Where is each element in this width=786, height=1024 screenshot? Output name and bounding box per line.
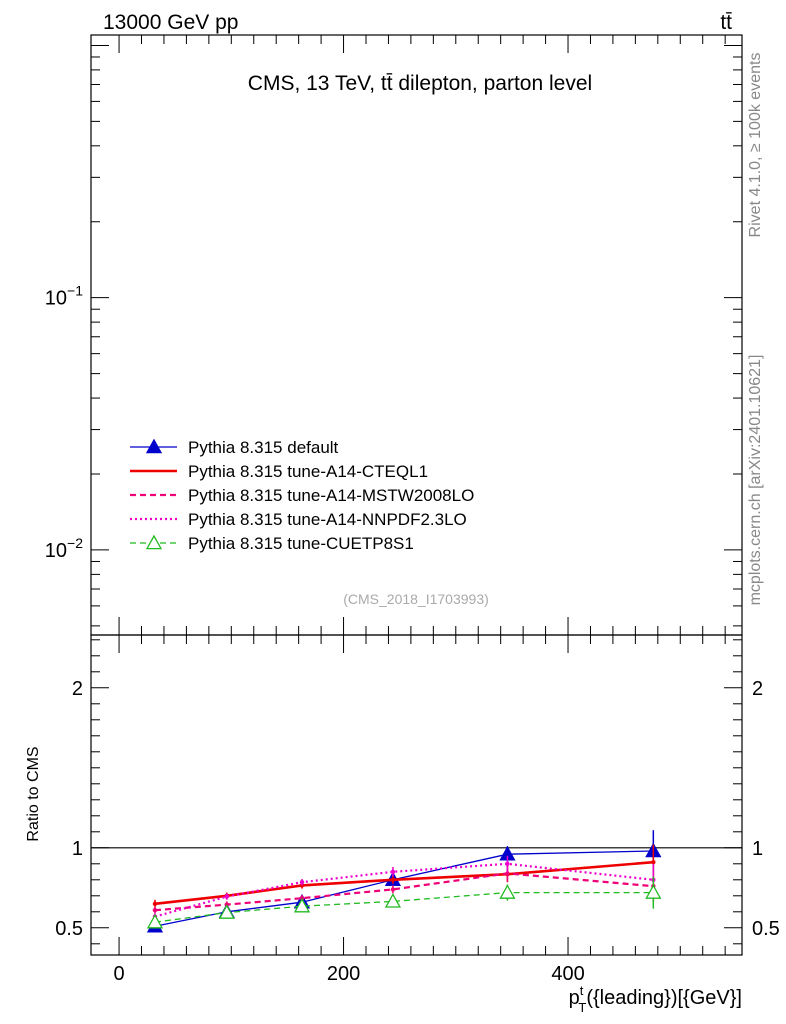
series-point	[505, 861, 510, 866]
x-tick-label: 400	[551, 963, 584, 985]
header-left-label: 13000 GeV pp	[103, 11, 238, 34]
rivet-version-label: Rivet 4.1.0, ≥ 100k events	[747, 53, 764, 238]
series-point	[152, 901, 158, 906]
series-point	[146, 913, 164, 929]
ratio-y-tick-label: 2	[72, 678, 83, 700]
legend-entry-label: Pythia 8.315 tune-A14-NNPDF2.3LO	[188, 510, 467, 529]
series-point	[651, 860, 656, 865]
series-point	[218, 904, 235, 919]
main-plot-title: CMS, 13 TeV, tt̄ dilepton, parton level	[248, 72, 592, 95]
series-point	[299, 880, 305, 885]
legend-entry-label: Pythia 8.315 tune-A14-MSTW2008LO	[188, 486, 474, 505]
legend-swatch-marker	[145, 438, 163, 454]
legend-swatch-marker	[145, 534, 163, 550]
series-point	[384, 893, 402, 908]
x-axis-label-rest: ({leading})[{GeV}]	[586, 987, 742, 1009]
ratio-plot-frame	[90, 634, 743, 956]
series-line	[154, 862, 654, 918]
ratio-y-axis-label: Ratio to CMS	[25, 746, 42, 841]
analysis-watermark: (CMS_2018_I1703993)	[343, 591, 489, 607]
series-line	[154, 872, 654, 912]
ratio-y-tick-label-right: 2	[752, 678, 763, 700]
series-point	[499, 884, 516, 899]
x-axis-label-sup: t	[580, 983, 584, 998]
main-y-tick-label-base: 10	[45, 540, 67, 562]
legend: Pythia 8.315 default Pythia 8.315 tune-A1…	[130, 438, 474, 553]
x-axis-label-p: p	[569, 987, 580, 1009]
main-y-axis: 10−110−2	[45, 44, 742, 627]
series-point	[224, 894, 230, 899]
ratio-y-tick-label: 0.5	[55, 918, 83, 940]
legend-entry-label: Pythia 8.315 tune-CUETP8S1	[188, 534, 414, 553]
series-line	[154, 860, 654, 906]
x-axis-label-sub: T	[578, 1000, 586, 1015]
ratio-y-tick-label-right: 1	[752, 838, 763, 860]
series-1	[152, 844, 656, 908]
ratio-y-tick-label-right: 0.5	[752, 918, 780, 940]
legend-entry-label: Pythia 8.315 tune-A14-CTEQL1	[188, 462, 428, 481]
series-point	[505, 871, 510, 876]
header-right-label: tt̄	[720, 11, 732, 34]
series-point	[390, 877, 396, 882]
main-y-tick-label-exp: −1	[67, 283, 83, 299]
series-point	[645, 884, 662, 899]
series-line	[154, 891, 654, 923]
main-x-ticks	[118, 35, 726, 635]
mcplots-label: mcplots.cern.ch [arXiv:2401.10621]	[747, 355, 764, 606]
main-y-tick-label-base: 10	[45, 288, 67, 310]
main-y-tick-label: 10−2	[45, 535, 83, 562]
series-point	[390, 869, 396, 874]
x-tick-label: 200	[327, 963, 360, 985]
series-point	[152, 908, 158, 913]
ratio-series	[146, 830, 662, 933]
ratio-y-tick-label: 1	[72, 838, 83, 860]
x-tick-label: 0	[113, 963, 124, 985]
series-4	[146, 876, 662, 929]
main-y-tick-label-exp: −2	[67, 535, 83, 551]
series-point	[390, 887, 396, 892]
legend-entry-label: Pythia 8.315 default	[188, 438, 339, 457]
x-axis-label: pt T({leading})[{GeV}]	[569, 983, 742, 1015]
main-y-tick-label: 10−1	[45, 283, 83, 310]
ratio-axes: 0 200 400 0.5 0.5 1 1 2 2	[55, 635, 780, 985]
series-point	[293, 897, 311, 913]
